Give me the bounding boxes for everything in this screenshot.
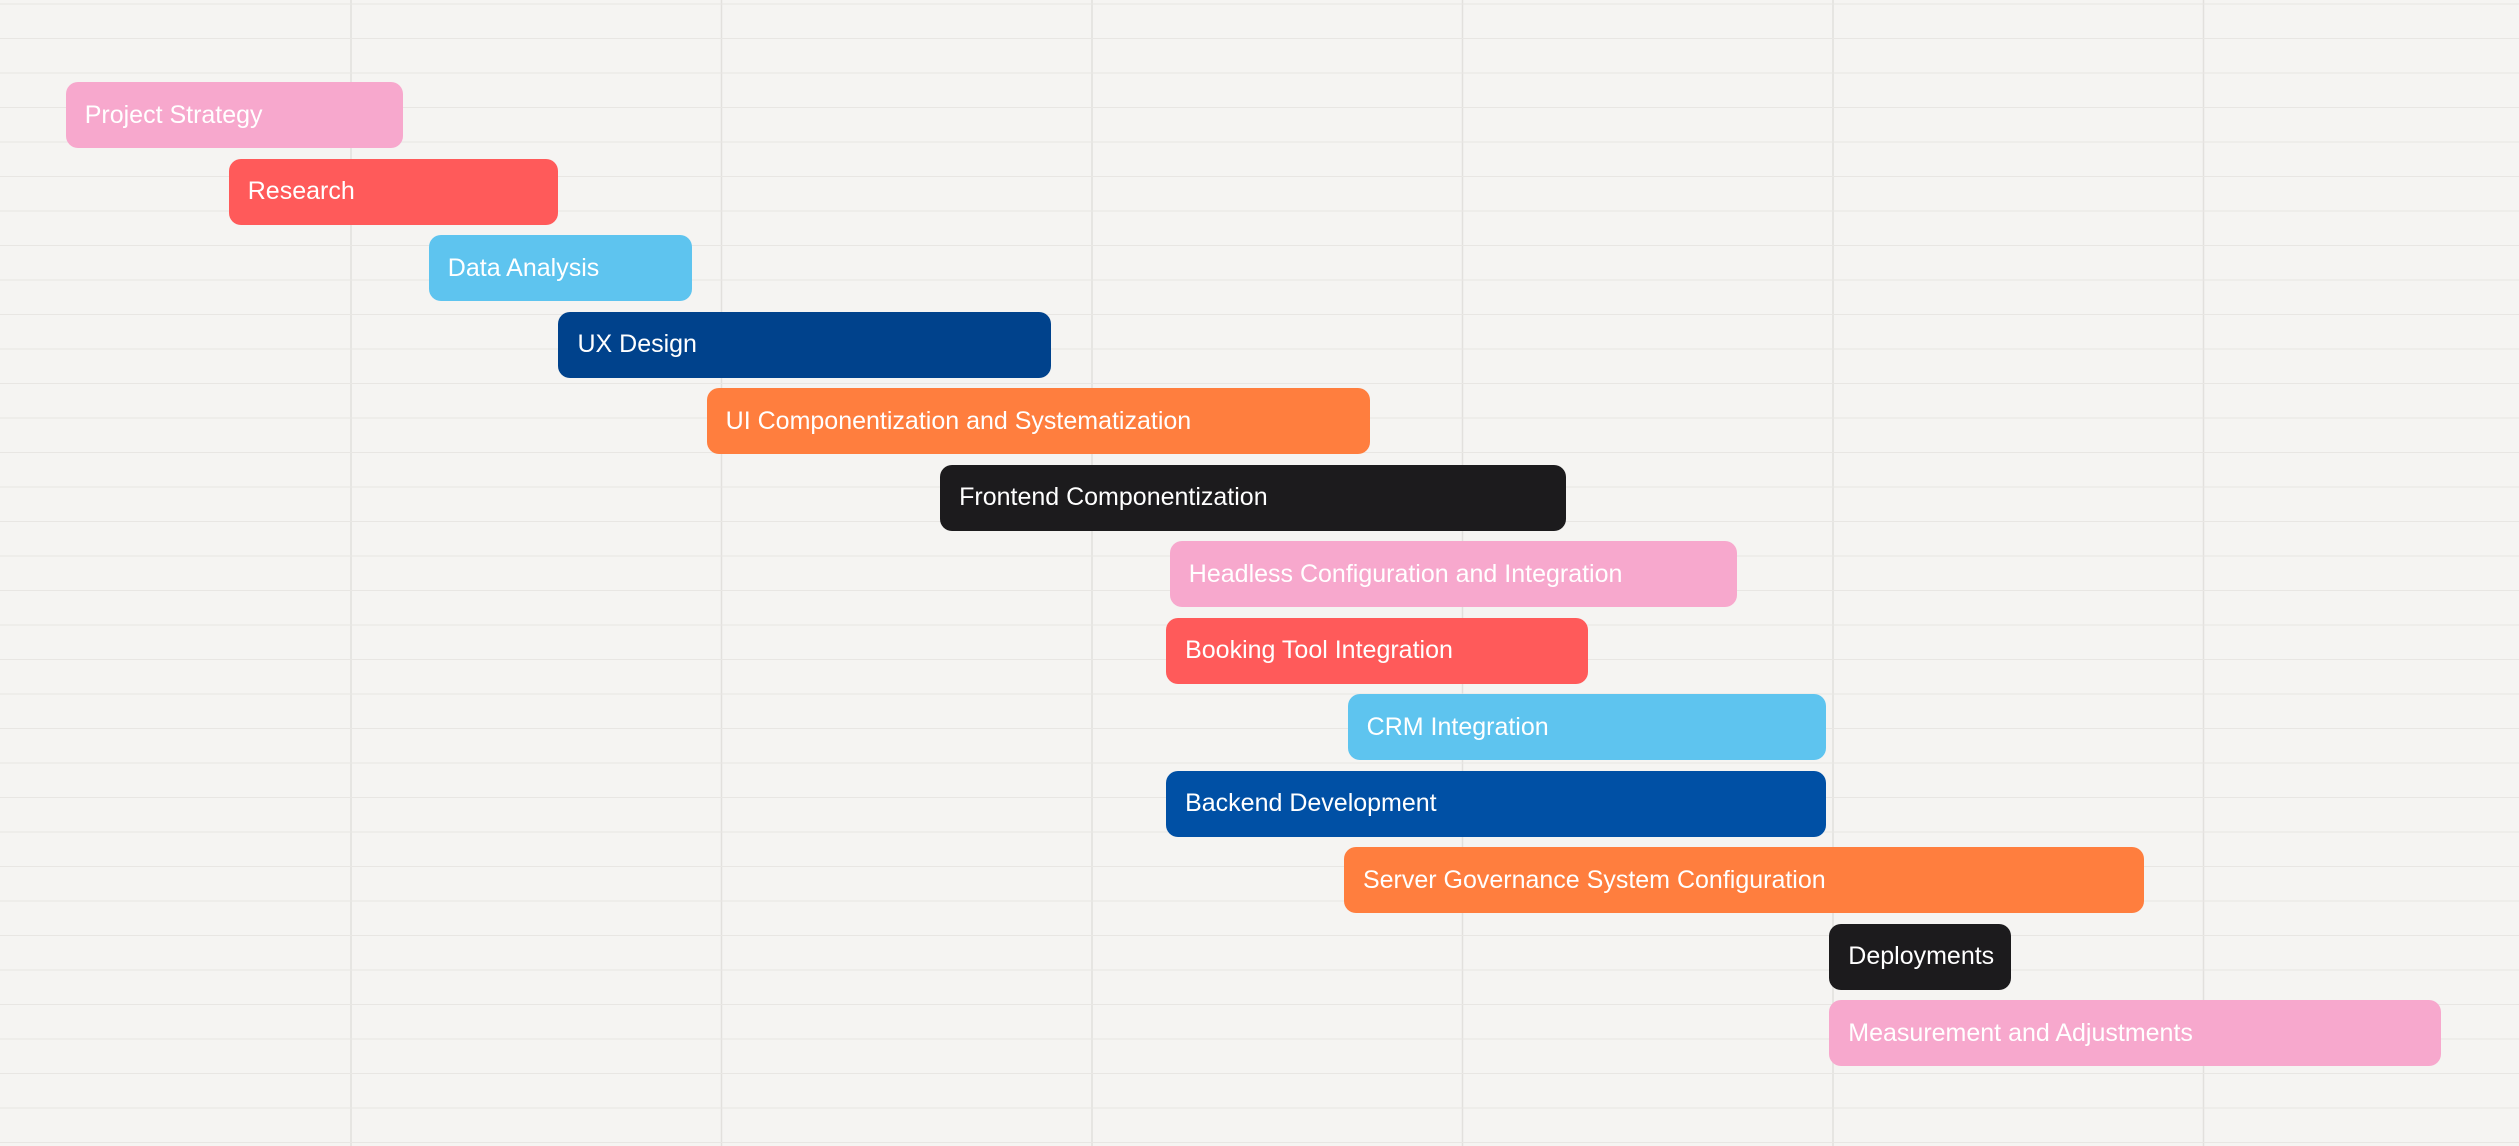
- task-label: Server Governance System Configuration: [1362, 865, 1826, 894]
- task-bar[interactable]: Project Strategy: [65, 82, 403, 148]
- task-label: Data Analysis: [447, 253, 600, 282]
- task-bar[interactable]: Data Analysis: [428, 235, 692, 301]
- task-bar[interactable]: Backend Development: [1166, 770, 1826, 837]
- task-label: UX Design: [577, 330, 697, 358]
- task-label: Deployments: [1848, 942, 1995, 970]
- task-label: Frontend Componentization: [959, 483, 1268, 511]
- task-label: Project Strategy: [84, 100, 263, 129]
- task-bar[interactable]: UX Design: [558, 311, 1052, 378]
- task-label: Measurement and Adjustments: [1848, 1018, 2193, 1047]
- task-label: Booking Tool Integration: [1185, 636, 1453, 664]
- task-bar[interactable]: Measurement and Adjustments: [1829, 1000, 2441, 1066]
- task-bar[interactable]: Booking Tool Integration: [1166, 617, 1589, 684]
- task-bar[interactable]: Headless Configuration and Integration: [1169, 541, 1737, 607]
- task-label: Research: [247, 177, 355, 205]
- task-bar[interactable]: UI Componentization and Systematization: [706, 388, 1370, 454]
- task-label: Backend Development: [1185, 789, 1437, 817]
- task-bar[interactable]: Server Governance System Configuration: [1343, 847, 2145, 913]
- task-label: Headless Configuration and Integration: [1188, 559, 1623, 588]
- task-bar[interactable]: Frontend Componentization: [940, 464, 1567, 531]
- task-bar[interactable]: CRM Integration: [1347, 694, 1826, 760]
- task-label: CRM Integration: [1366, 712, 1549, 741]
- task-bar[interactable]: Research: [228, 158, 559, 225]
- task-label: UI Componentization and Systematization: [725, 406, 1192, 435]
- task-bar[interactable]: Deployments: [1829, 923, 2011, 990]
